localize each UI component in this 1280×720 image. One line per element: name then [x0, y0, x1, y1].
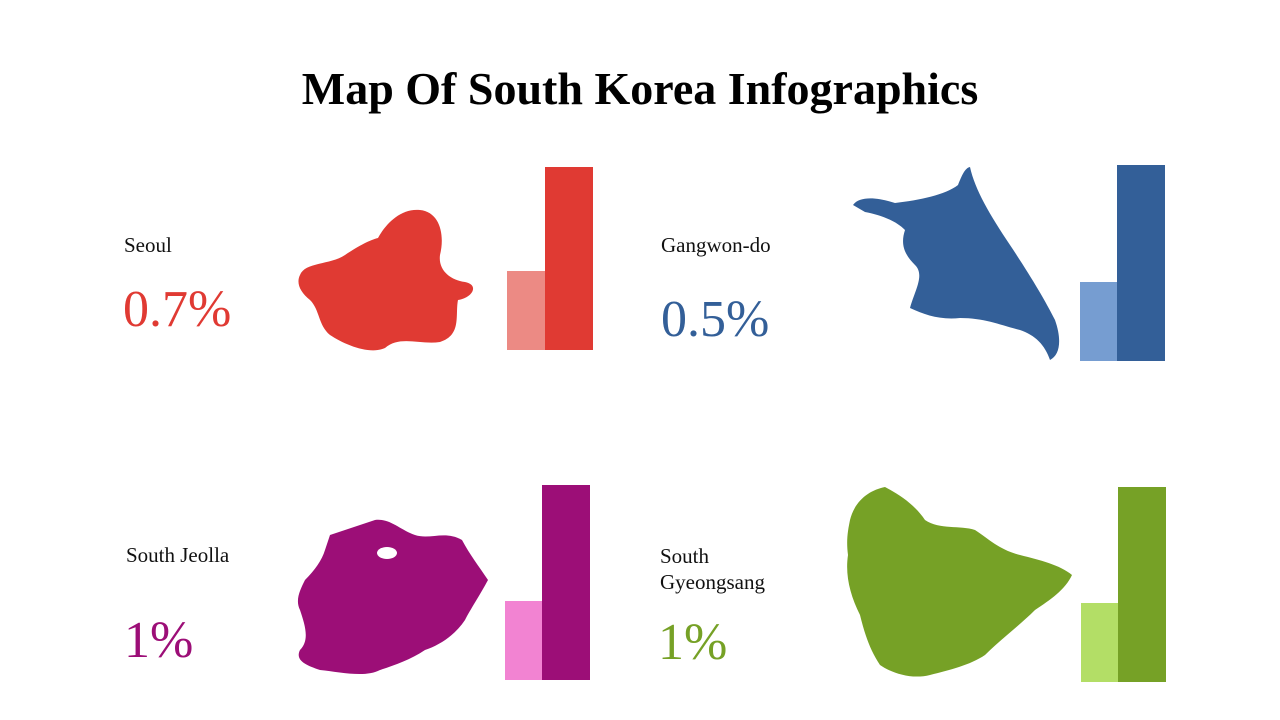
- region-value: 1%: [124, 612, 194, 669]
- bar-light: [1080, 282, 1117, 361]
- bar-light: [507, 271, 545, 350]
- region-map: [853, 167, 1060, 360]
- bar-dark: [1117, 165, 1165, 361]
- bar-dark: [545, 167, 593, 350]
- region-name: Seoul: [124, 233, 172, 257]
- lake: [377, 547, 397, 559]
- bar-dark: [1118, 487, 1166, 682]
- bar-light: [505, 601, 542, 680]
- region-value: 0.5%: [661, 291, 770, 348]
- region-name: Gangwon-do: [661, 233, 771, 257]
- bar-light: [1081, 603, 1118, 682]
- region-name: South Gyeongsang: [660, 544, 765, 594]
- region-map: [297, 519, 488, 675]
- slide-title: Map Of South Korea Infographics: [301, 63, 979, 114]
- region-map: [298, 209, 474, 351]
- region-value: 0.7%: [123, 281, 232, 338]
- region-name: South Jeolla: [126, 543, 230, 567]
- region-map: [847, 487, 1072, 677]
- bar-dark: [542, 485, 590, 680]
- region-value: 1%: [658, 614, 728, 671]
